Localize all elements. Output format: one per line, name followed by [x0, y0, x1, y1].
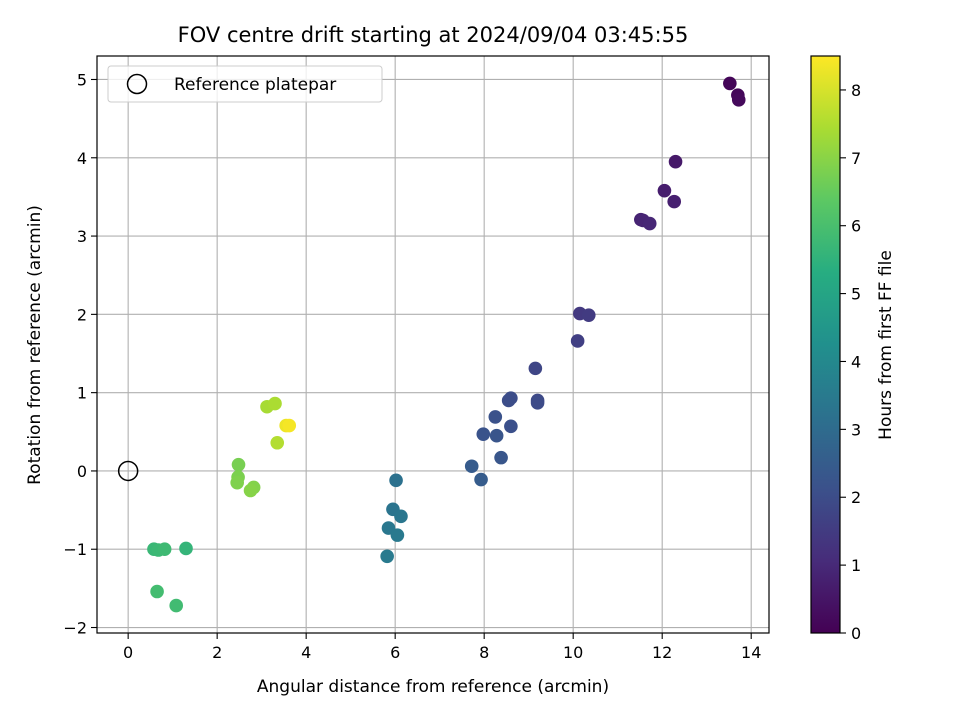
data-point: [270, 435, 285, 450]
y-tick-label: 2: [77, 305, 87, 324]
data-point: [157, 542, 172, 557]
y-tick-label: −1: [63, 540, 87, 559]
grid-lines: [97, 56, 769, 633]
data-points: [117, 76, 746, 613]
x-tick-label: 0: [123, 643, 133, 662]
x-tick-label: 10: [563, 643, 583, 662]
legend-marker-icon: [126, 73, 148, 95]
y-tick-label: 3: [77, 227, 87, 246]
data-point: [380, 549, 394, 564]
data-point: [390, 528, 405, 542]
colorbar-frame: [810, 55, 841, 634]
data-point: [488, 410, 503, 424]
data-point: [642, 216, 657, 231]
x-tick-label: 12: [652, 643, 672, 662]
colorbar-tick-label: 6: [851, 217, 861, 236]
data-point: [474, 472, 488, 487]
data-point: [476, 427, 491, 441]
data-point: [489, 428, 504, 443]
plot-frame: [96, 55, 770, 634]
x-tick-label: 6: [390, 643, 400, 662]
data-point: [282, 418, 297, 433]
x-tick-label: 2: [212, 643, 222, 662]
data-point: [179, 541, 193, 556]
data-point: [464, 459, 479, 474]
colorbar-ticks: 0 1 2 3 4 5 6 7 8: [840, 81, 861, 643]
colorbar-tick-label: 7: [851, 149, 861, 168]
data-point: [243, 483, 258, 498]
y-axis-ticks: −2 −1 0 1 2 3 4 5: [63, 70, 97, 638]
chart-title: FOV centre drift starting at 2024/09/04 …: [178, 23, 689, 47]
data-point: [494, 450, 508, 465]
data-point: [389, 473, 403, 488]
x-axis-label: Angular distance from reference (arcmin): [257, 677, 609, 697]
data-point: [570, 334, 585, 348]
data-point: [504, 391, 518, 405]
colorbar-label: Hours from first FF file: [876, 250, 896, 440]
colorbar: 0 1 2 3 4 5 6 7 8 Hours from first FF file: [810, 55, 896, 643]
legend: Reference platepar: [107, 65, 383, 103]
legend-box: [107, 65, 383, 103]
colorbar-tick-label: 2: [851, 488, 861, 507]
data-point: [231, 457, 246, 472]
colorbar-tick-label: 1: [851, 556, 861, 575]
y-tick-label: −2: [63, 619, 87, 638]
y-tick-label: 1: [77, 384, 87, 403]
x-tick-label: 4: [301, 643, 311, 662]
colorbar-tick-label: 8: [851, 81, 861, 100]
data-point: [723, 76, 737, 91]
y-tick-label: 5: [77, 70, 87, 89]
colorbar-fill: [811, 56, 840, 633]
data-point: [394, 509, 408, 524]
data-point: [667, 194, 682, 209]
reference-platepar-point: [117, 460, 139, 482]
data-point: [530, 396, 545, 410]
y-tick-label: 0: [77, 462, 87, 481]
legend-label: Reference platepar: [174, 75, 336, 95]
x-tick-label: 8: [479, 643, 489, 662]
data-point: [731, 93, 746, 107]
colorbar-tick-label: 0: [851, 624, 861, 643]
colorbar-tick-label: 5: [851, 285, 861, 304]
colorbar-tick-label: 4: [851, 352, 861, 371]
data-point: [657, 183, 672, 198]
colorbar-tick-label: 3: [851, 420, 861, 439]
y-axis-label: Rotation from reference (arcmin): [25, 205, 45, 485]
data-point: [169, 598, 184, 613]
data-point: [268, 396, 282, 411]
data-point: [150, 584, 164, 599]
data-point: [230, 475, 244, 490]
data-point: [668, 154, 683, 169]
x-axis-ticks: 0 2 4 6 8 10 12 14: [123, 633, 761, 662]
data-point: [581, 308, 596, 322]
data-point: [504, 419, 518, 434]
x-tick-label: 14: [741, 643, 761, 662]
data-point: [528, 361, 543, 376]
y-tick-label: 4: [77, 149, 87, 168]
